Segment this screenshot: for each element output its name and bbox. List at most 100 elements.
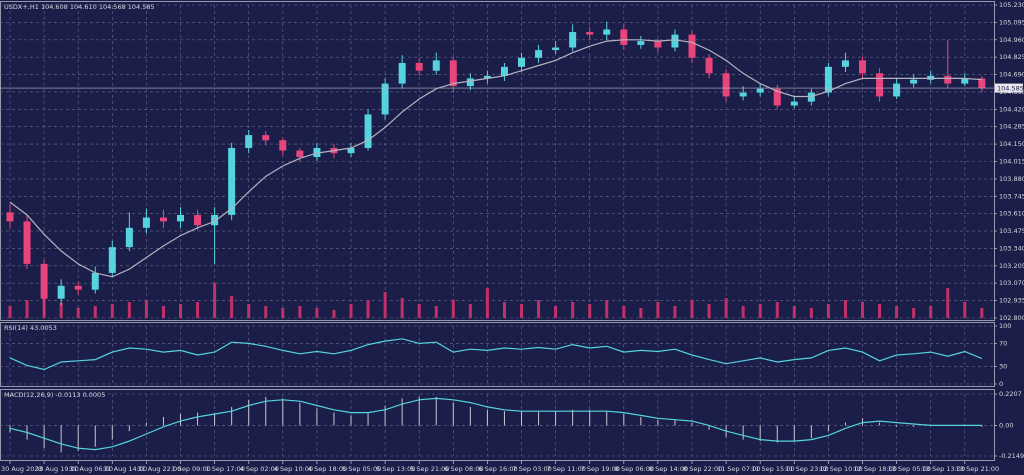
candle-body	[824, 66, 832, 93]
candle-body	[6, 212, 14, 222]
y-tick-label: 0.2207	[999, 390, 1022, 398]
y-tick-label: 104.285	[999, 123, 1024, 131]
last-price-box	[995, 83, 1023, 93]
candle-body	[364, 114, 372, 148]
rsi-panel-border	[0, 322, 995, 387]
volume-bar	[963, 302, 967, 318]
x-tick-label: 5 Sep 13:00	[376, 465, 415, 473]
candle-body	[449, 60, 457, 87]
candle-body	[142, 217, 150, 228]
volume-bar	[281, 308, 285, 318]
main-panel-border	[0, 1, 995, 321]
x-tick-label: 12 Sep 18:00	[854, 465, 897, 473]
candle-body	[637, 41, 645, 45]
volume-bar	[349, 304, 353, 318]
x-tick-label: 30 Aug 19:00	[35, 465, 79, 473]
y-tick-label: 105.230	[999, 1, 1024, 9]
candle-body	[245, 135, 253, 148]
volume-bar	[792, 306, 796, 318]
candle-body	[739, 92, 747, 97]
x-tick-label: 11 Sep 07:00	[717, 465, 760, 473]
x-tick-label: 4 Sep 18:00	[308, 465, 347, 473]
x-tick-label: 31 Aug 22:00	[137, 465, 181, 473]
volume-bar	[298, 306, 302, 318]
x-tick-label: 11 Sep 23:00	[785, 465, 828, 473]
volume-bar	[144, 300, 148, 318]
x-tick-label: 7 Sep 19:00	[581, 465, 620, 473]
volume-bar	[554, 306, 558, 318]
candle-body	[961, 78, 969, 84]
x-tick-label: 11 Sep 15:00	[751, 465, 794, 473]
x-tick-label: 31 Aug 06:00	[69, 465, 113, 473]
y-tick-label: 102.800	[999, 314, 1024, 322]
volume-bar	[127, 302, 131, 318]
candle-body	[876, 73, 884, 97]
volume-bar	[929, 306, 933, 318]
candle-body	[978, 78, 986, 89]
volume-bar	[861, 302, 864, 318]
y-tick-label: 0.00	[999, 421, 1013, 429]
y-tick-label: 103.610	[999, 210, 1024, 218]
candle-body	[125, 227, 133, 248]
candle-body	[841, 60, 849, 67]
volume-bar	[826, 304, 830, 318]
signal-line	[9, 397, 982, 451]
volume-bar	[588, 304, 592, 318]
volume-bar	[775, 302, 779, 318]
candle-body	[893, 83, 901, 97]
candle-body	[398, 62, 406, 84]
y-tick-label: 103.340	[999, 244, 1024, 252]
volume-bar	[690, 300, 694, 318]
x-tick-label: 31 Aug 14:00	[103, 465, 147, 473]
candle-body	[518, 57, 525, 67]
candle-body	[57, 285, 65, 299]
y-tick-label: 104.015	[999, 158, 1024, 166]
volume-bar	[213, 283, 217, 318]
volume-bar	[417, 304, 421, 318]
x-tick-label: 13 Sep 13:00	[922, 465, 965, 473]
candle-body	[927, 75, 935, 80]
volume-bar	[639, 308, 643, 318]
candle-body	[347, 147, 355, 154]
x-tick-label: 5 Sep 21:00	[410, 465, 449, 473]
x-tick-label: 12 Sep 10:00	[819, 465, 862, 473]
volume-bar	[332, 310, 336, 318]
volume-bar	[673, 306, 677, 318]
x-tick-label: 4 Sep 02:00	[240, 465, 279, 473]
x-tick-label: 8 Sep 06:00	[615, 465, 654, 473]
volume-bar	[179, 304, 182, 318]
x-tick-label: 6 Sep 08:00	[444, 465, 483, 473]
macd-panel-border	[0, 389, 995, 461]
y-tick-label: 103.880	[999, 175, 1024, 183]
candle-body	[569, 32, 577, 48]
candle-body	[415, 62, 423, 71]
candle-body	[74, 285, 82, 290]
volume-bar	[25, 300, 29, 318]
x-tick-label: 8 Sep 14:00	[649, 465, 688, 473]
volume-bar	[707, 304, 711, 318]
volume-bar	[656, 302, 660, 318]
volume-bar	[724, 298, 728, 318]
moving-average	[9, 39, 982, 278]
candle-body	[790, 101, 798, 106]
x-tick-label: 13 Sep 21:00	[956, 465, 999, 473]
volume-bar	[878, 304, 882, 318]
y-tick-label: 103.475	[999, 227, 1024, 235]
x-tick-label: 30 Aug 2023	[1, 465, 43, 473]
candle-body	[483, 75, 491, 79]
volume-bar	[76, 308, 80, 318]
volume-bar	[230, 296, 234, 318]
panel-title: USDX+,H1 104.608 104.610 104.568 104.585	[4, 3, 155, 11]
candle-body	[671, 34, 679, 48]
volume-bar	[485, 288, 489, 318]
candle-body	[228, 147, 236, 215]
candle-body	[466, 78, 474, 87]
x-tick-label: 7 Sep 03:00	[513, 465, 552, 473]
x-tick-label: 1 Sep 17:00	[206, 465, 245, 473]
x-tick-label: 13 Sep 05:00	[888, 465, 931, 473]
candle-body	[654, 41, 662, 48]
y-tick-label: 104.825	[999, 53, 1024, 61]
y-tick-label: 104.150	[999, 140, 1024, 148]
volume-bar	[622, 306, 626, 318]
